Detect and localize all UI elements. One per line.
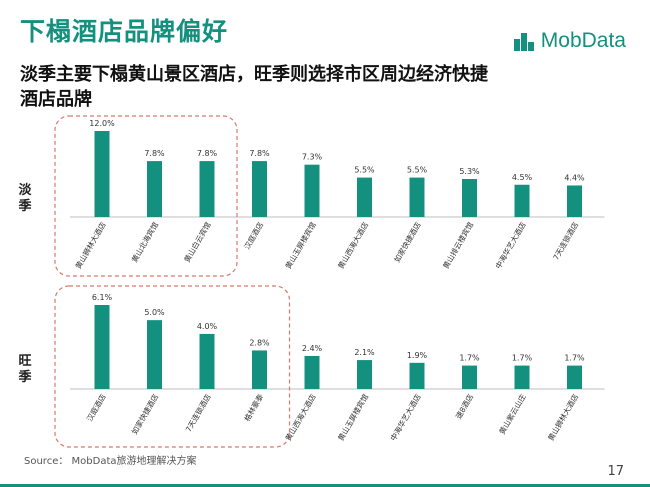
bar	[462, 179, 477, 217]
data-label: 1.7%	[459, 354, 480, 363]
bar	[514, 184, 530, 217]
tick-label: 速8酒店	[453, 392, 476, 421]
data-label: 12.0%	[89, 119, 115, 128]
highlight-box	[54, 115, 238, 277]
data-label: 5.0%	[144, 308, 165, 317]
data-label: 1.7%	[512, 354, 533, 363]
data-label: 5.5%	[407, 166, 428, 175]
bar	[147, 161, 162, 217]
data-label: 5.3%	[459, 167, 480, 176]
data-label: 7.8%	[249, 149, 270, 158]
subtitle-line-1: 淡季主要下榻黄山景区酒店，旺季则选择市区周边经济快捷	[20, 64, 488, 85]
logo-text: MobData	[540, 29, 626, 52]
tick-label: 7天连锁酒店	[183, 392, 213, 434]
tick-label: 如家快捷酒店	[392, 220, 423, 264]
bar	[462, 365, 477, 389]
bar	[94, 131, 110, 217]
data-label: 7.8%	[144, 149, 165, 158]
bar	[357, 177, 372, 217]
bar	[304, 164, 320, 217]
tick-label: 黄山玉屏楼宾馆	[283, 220, 318, 271]
data-label: 1.9%	[407, 351, 428, 360]
tick-label: 黄山玉屏楼宾馆	[335, 392, 370, 443]
row-label-off-season: 淡季	[18, 183, 32, 214]
bar	[304, 355, 320, 389]
bar	[409, 177, 425, 217]
bar	[147, 320, 162, 389]
data-label: 4.0%	[197, 322, 218, 331]
page-number: 17	[607, 464, 624, 479]
highlight-box	[54, 285, 291, 448]
data-label: 2.4%	[302, 344, 323, 353]
mobdata-logo-icon	[513, 33, 534, 51]
source-note: Source： MobData旅游地理解决方案	[24, 456, 197, 467]
row-label-peak-season: 旺季	[18, 354, 32, 385]
bar	[252, 161, 267, 217]
tick-label: 格林豪泰	[242, 392, 266, 423]
data-label: 4.4%	[564, 173, 585, 182]
data-label: 2.1%	[354, 348, 375, 357]
data-label: 7.8%	[197, 149, 218, 158]
data-label: 7.3%	[302, 153, 323, 162]
bar	[567, 185, 582, 217]
bar	[567, 365, 582, 389]
data-label: 5.5%	[354, 166, 375, 175]
bottom-divider	[0, 484, 650, 487]
tick-label: 中海华艺大酒店	[493, 220, 528, 271]
page-title: 下榻酒店品牌偏好	[20, 17, 229, 46]
tick-label: 黄山西海大酒店	[283, 392, 318, 443]
tick-label: 中海华艺大酒店	[388, 392, 423, 443]
tick-label: 黄山狮林大酒店	[545, 392, 580, 443]
data-label: 6.1%	[92, 293, 113, 302]
bar	[357, 360, 372, 389]
bar	[94, 305, 110, 389]
tick-label: 7天连锁酒店	[550, 220, 580, 262]
tick-label: 黄山白云宾馆	[182, 220, 213, 264]
tick-label: 黄山狮林大酒店	[73, 220, 108, 271]
data-label: 1.7%	[564, 354, 585, 363]
tick-label: 汉庭酒店	[242, 220, 266, 251]
bar	[514, 365, 530, 389]
tick-label: 黄山紫云山庄	[497, 392, 528, 436]
subtitle-line-2: 酒店品牌	[20, 89, 92, 110]
subtitle: 淡季主要下榻黄山景区酒店，旺季则选择市区周边经济快捷 酒店品牌	[20, 62, 640, 112]
bar	[199, 161, 215, 217]
bar	[252, 350, 267, 389]
brand-logo: MobData	[513, 26, 626, 56]
tick-label: 黄山排云楼宾馆	[440, 220, 475, 271]
data-label: 4.5%	[512, 173, 533, 182]
bar	[409, 362, 425, 389]
tick-label: 黄山北海宾馆	[129, 220, 160, 264]
tick-label: 汉庭酒店	[84, 392, 108, 423]
tick-label: 黄山西海大酒店	[335, 220, 370, 271]
bar	[199, 333, 215, 389]
tick-label: 如家快捷酒店	[129, 392, 160, 436]
data-label: 2.8%	[249, 338, 270, 347]
